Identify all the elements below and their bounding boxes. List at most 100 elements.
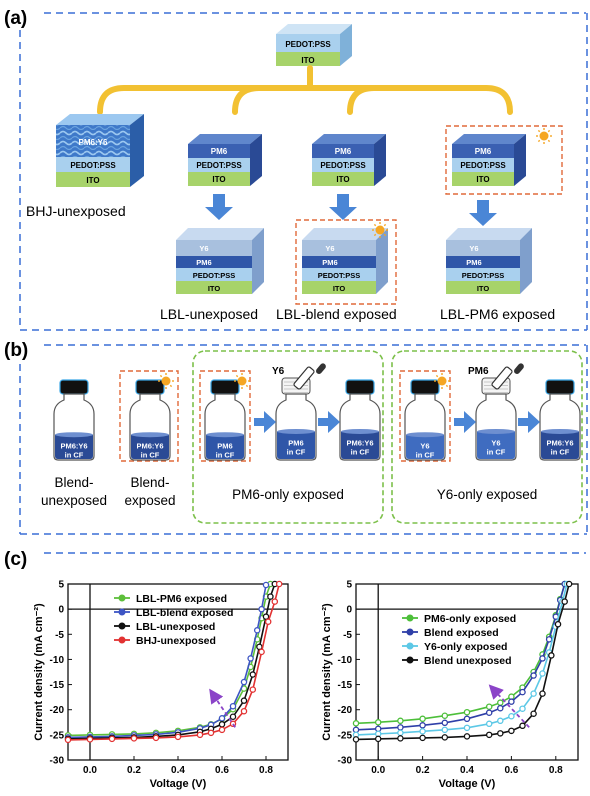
bhj-stack: PM6:Y6 PEDOT:PSS ITO <box>56 114 144 187</box>
lbl-stack-2: Y6 PM6 PEDOT:PSS ITO <box>302 228 388 294</box>
vial-solvent-label: in CF <box>65 451 84 460</box>
lbl-unexposed-caption: LBL-unexposed <box>160 306 258 322</box>
x-axis-label: Voltage (V) <box>150 778 207 790</box>
y-tick-label: -5 <box>343 630 352 641</box>
vial-liquid <box>541 431 579 459</box>
data-point <box>64 736 72 744</box>
lbl-pm6-exposed-caption: LBL-PM6 exposed <box>440 306 555 322</box>
substrate-stack-top: PEDOT:PSS ITO <box>276 24 352 66</box>
bhj-active-label: PM6:Y6 <box>79 138 108 147</box>
sun-icon <box>372 222 388 238</box>
panel-c-label: (c) <box>4 549 27 570</box>
exposed-box-vial-blend <box>119 370 179 462</box>
pm6-stack-2-ito: ITO <box>336 175 349 184</box>
blend-unexposed-caption-2: unexposed <box>41 493 107 508</box>
exposed-box-vial-pm6 <box>199 370 251 462</box>
data-point <box>247 655 254 662</box>
y-tick-label: -30 <box>338 756 353 767</box>
dropper-pm6-label: PM6 <box>468 366 489 377</box>
bhj-ito-label: ITO <box>86 176 99 185</box>
y-tick-label: -25 <box>50 730 65 741</box>
data-point <box>258 648 265 656</box>
y-axis-label: Current density (mA cm⁻²) <box>321 603 333 741</box>
y-tick-label: -30 <box>50 756 65 767</box>
data-point <box>207 729 215 737</box>
data-point <box>419 722 426 729</box>
pm6-stack-2: PM6 PEDOT:PSS ITO <box>312 134 386 186</box>
substrate-pedot-label: PEDOT:PSS <box>285 40 331 49</box>
legend-label: BHJ-unexposed <box>136 635 216 647</box>
pm6-stack-2-pedot: PEDOT:PSS <box>320 161 366 170</box>
legend-marker <box>406 642 414 650</box>
data-point <box>519 705 526 712</box>
vial-solvent-label: in CF <box>551 447 570 456</box>
vial-solute-label: PM6:Y6 <box>136 442 163 451</box>
data-point <box>86 736 94 743</box>
lbl-1-ito: ITO <box>208 284 221 293</box>
vial-liquid <box>55 434 93 459</box>
data-point <box>264 618 272 625</box>
x-tick-label: 0.8 <box>549 765 563 776</box>
legend-label: Blend exposed <box>424 627 499 639</box>
pm6-stack-1-pedot: PEDOT:PSS <box>196 161 242 170</box>
jv-chart-left: 5 0 -5 -10 -15 -20 -25 -30 0.0 0.2 0.4 0.6 0.8 Voltag… <box>33 580 289 790</box>
data-point <box>229 702 237 710</box>
data-point <box>539 655 546 662</box>
exposed-box-vial-y6 <box>399 370 451 462</box>
lbl-2-y6: Y6 <box>325 244 334 253</box>
legend-label: LBL-unexposed <box>136 621 215 633</box>
pm6-stack-3-ito: ITO <box>476 175 489 184</box>
lbl-3-y6: Y6 <box>469 244 478 253</box>
vial-liquid-surface <box>341 428 379 434</box>
lbl-2-ito: ITO <box>333 284 346 293</box>
series-line <box>355 583 570 741</box>
lbl-1-pm6: PM6 <box>196 258 211 267</box>
lbl-2-pm6: PM6 <box>322 258 337 267</box>
series-line <box>67 583 276 740</box>
lbl-3-pm6: PM6 <box>466 258 481 267</box>
vial-liquid <box>477 431 515 459</box>
legend-marker <box>406 628 414 636</box>
lbl-1-pedot: PEDOT:PSS <box>193 271 236 280</box>
lbl-stack-1: Y6 PM6 PEDOT:PSS ITO <box>176 228 264 294</box>
blend-exposed-caption-1: Blend- <box>130 475 169 490</box>
dropper-icon <box>293 363 326 390</box>
lbl-2-pedot: PEDOT:PSS <box>318 271 361 280</box>
data-point <box>271 598 279 605</box>
sun-icon <box>434 373 450 389</box>
legend-marker <box>406 614 414 622</box>
y-tick-label: -10 <box>50 655 65 666</box>
y-tick-label: -15 <box>338 680 353 691</box>
data-point <box>441 734 449 741</box>
panel-a-label: (a) <box>4 8 27 29</box>
vial-solute-label: PM6:Y6 <box>346 438 373 447</box>
vial-liquid-surface <box>206 432 244 438</box>
data-point <box>240 707 248 715</box>
data-point <box>519 722 526 730</box>
data-point <box>530 710 537 717</box>
data-point <box>497 699 504 706</box>
vial-cap <box>345 379 375 395</box>
data-point <box>508 727 515 735</box>
pm6-stack-1-pm6: PM6 <box>211 147 228 156</box>
vial-solute-label: PM6 <box>288 438 303 447</box>
data-point <box>554 620 562 628</box>
legend-marker <box>118 622 126 630</box>
x-axis-label: Voltage (V) <box>439 778 496 790</box>
series-line <box>355 583 566 731</box>
data-point <box>485 731 493 739</box>
data-point <box>262 613 270 620</box>
legend-label: Blend unexposed <box>424 655 512 667</box>
data-point <box>530 690 537 697</box>
data-point <box>539 690 546 697</box>
data-point <box>441 726 449 734</box>
substrate-ito-label: ITO <box>301 56 314 65</box>
lbl-stack-3: Y6 PM6 PEDOT:PSS ITO <box>446 228 532 294</box>
